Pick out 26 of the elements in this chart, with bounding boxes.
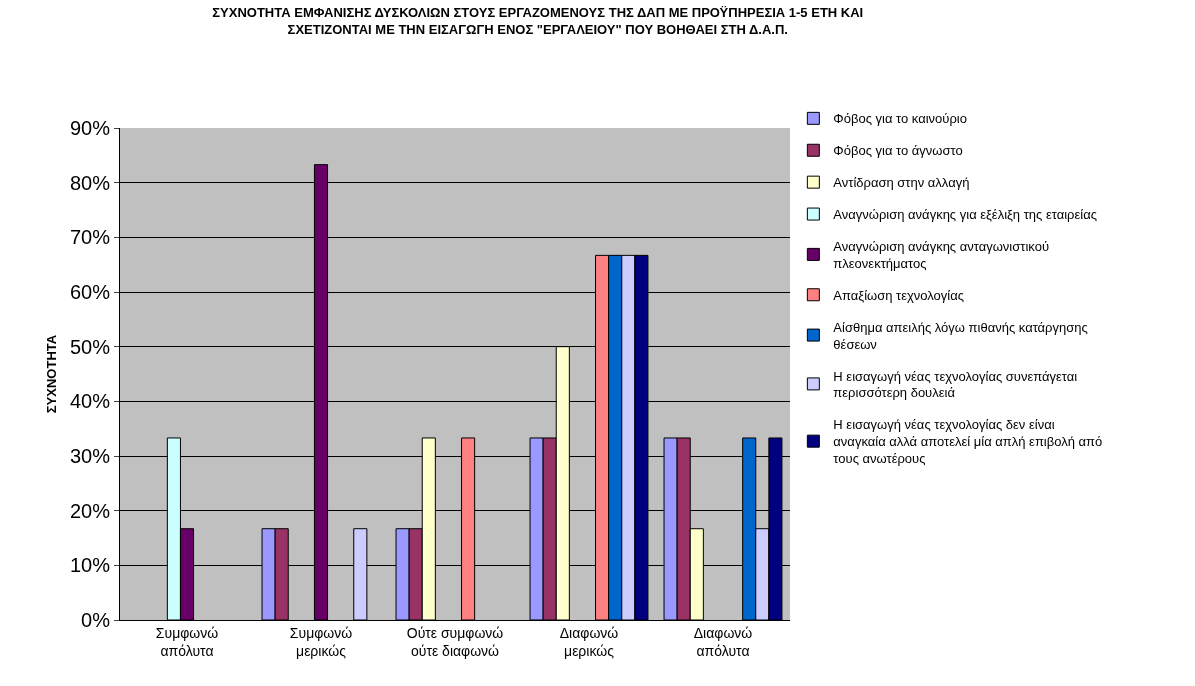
y-tick-label: 10% — [69, 554, 111, 577]
legend-label: Η εισαγωγή νέας τεχνολογίας συνεπάγεται περισσότερη δουλειά — [833, 368, 1078, 401]
y-tick-label: 70% — [69, 226, 111, 249]
legend-label: Αίσθημα απειλής λόγω πιθανής κατάργησης θέσεων — [833, 319, 1088, 352]
x-tick-label: Διαφωνώ απόλυτα — [693, 624, 753, 659]
legend-label: Αναγνώριση ανάγκης ανταγωνιστικού πλεονεκτήματος — [833, 239, 1049, 271]
x-tick-label: Ούτε συμφωνώ ούτε διαφωνώ — [406, 624, 504, 659]
y-tick-label: 90% — [69, 117, 111, 139]
legend-label: Αντίδραση στην αλλαγή — [833, 175, 970, 191]
legend-label: Φόβος για το άγνωστο — [833, 143, 963, 159]
x-tick-label: Συμφωνώ μερικώς — [289, 624, 353, 659]
x-tick-label: Διαφωνώ μερικώς — [559, 624, 619, 659]
y-tick-label: 0% — [81, 609, 111, 631]
x-tick-label: Συμφωνώ απόλυτα — [155, 624, 219, 659]
y-tick-label: 60% — [69, 281, 111, 303]
legend-label: Αναγνώριση ανάγκης για εξέλιξη της εταιρείας — [833, 207, 1097, 223]
y-tick-label: 40% — [69, 390, 111, 413]
y-tick-label: 20% — [69, 499, 111, 522]
chart-title: ΣΥΧΝΟΤΗΤΑ ΕΜΦΑΝΙΣΗΣ ΔΥΣΚΟΛΙΩΝ ΣΤΟΥΣ ΕΡΓΑΖΟΜΕΝΟΥΣ ΤΗΣ ΔΑΠ ΜΕ ΠΡΟΫΠΗΡΕΣΙΑ 1-5 ΕΤΗ ΚΑΙ ΣΧΕΤΙΖΟΝΤΑΙ ΜΕ ΤΗΝ ΕΙΣΑΓΩΓΗ ΕΝΟΣ "ΕΡΓΑΛΕΙΟΥ" ΠΟΥ ΒΟΗΘΑΕΙ ΣΤΗ Δ.Α.Π. — [212, 5, 864, 38]
legend-label: Απαξίωση τεχνολογίας — [833, 287, 964, 303]
y-tick-label: 80% — [69, 171, 111, 194]
y-axis-title: ΣΥΧΝΟΤΗΤΑ — [43, 334, 59, 414]
y-tick-label: 30% — [69, 445, 111, 467]
legend-label: Φόβος για το καινούριο — [833, 111, 967, 127]
y-tick-label: 50% — [69, 335, 111, 358]
legend-label: Η εισαγωγή νέας τεχνολογίας δεν είναι αναγκαία αλλά αποτελεί μία απλή επιβολή από τους ανωτέρους — [833, 417, 1103, 467]
